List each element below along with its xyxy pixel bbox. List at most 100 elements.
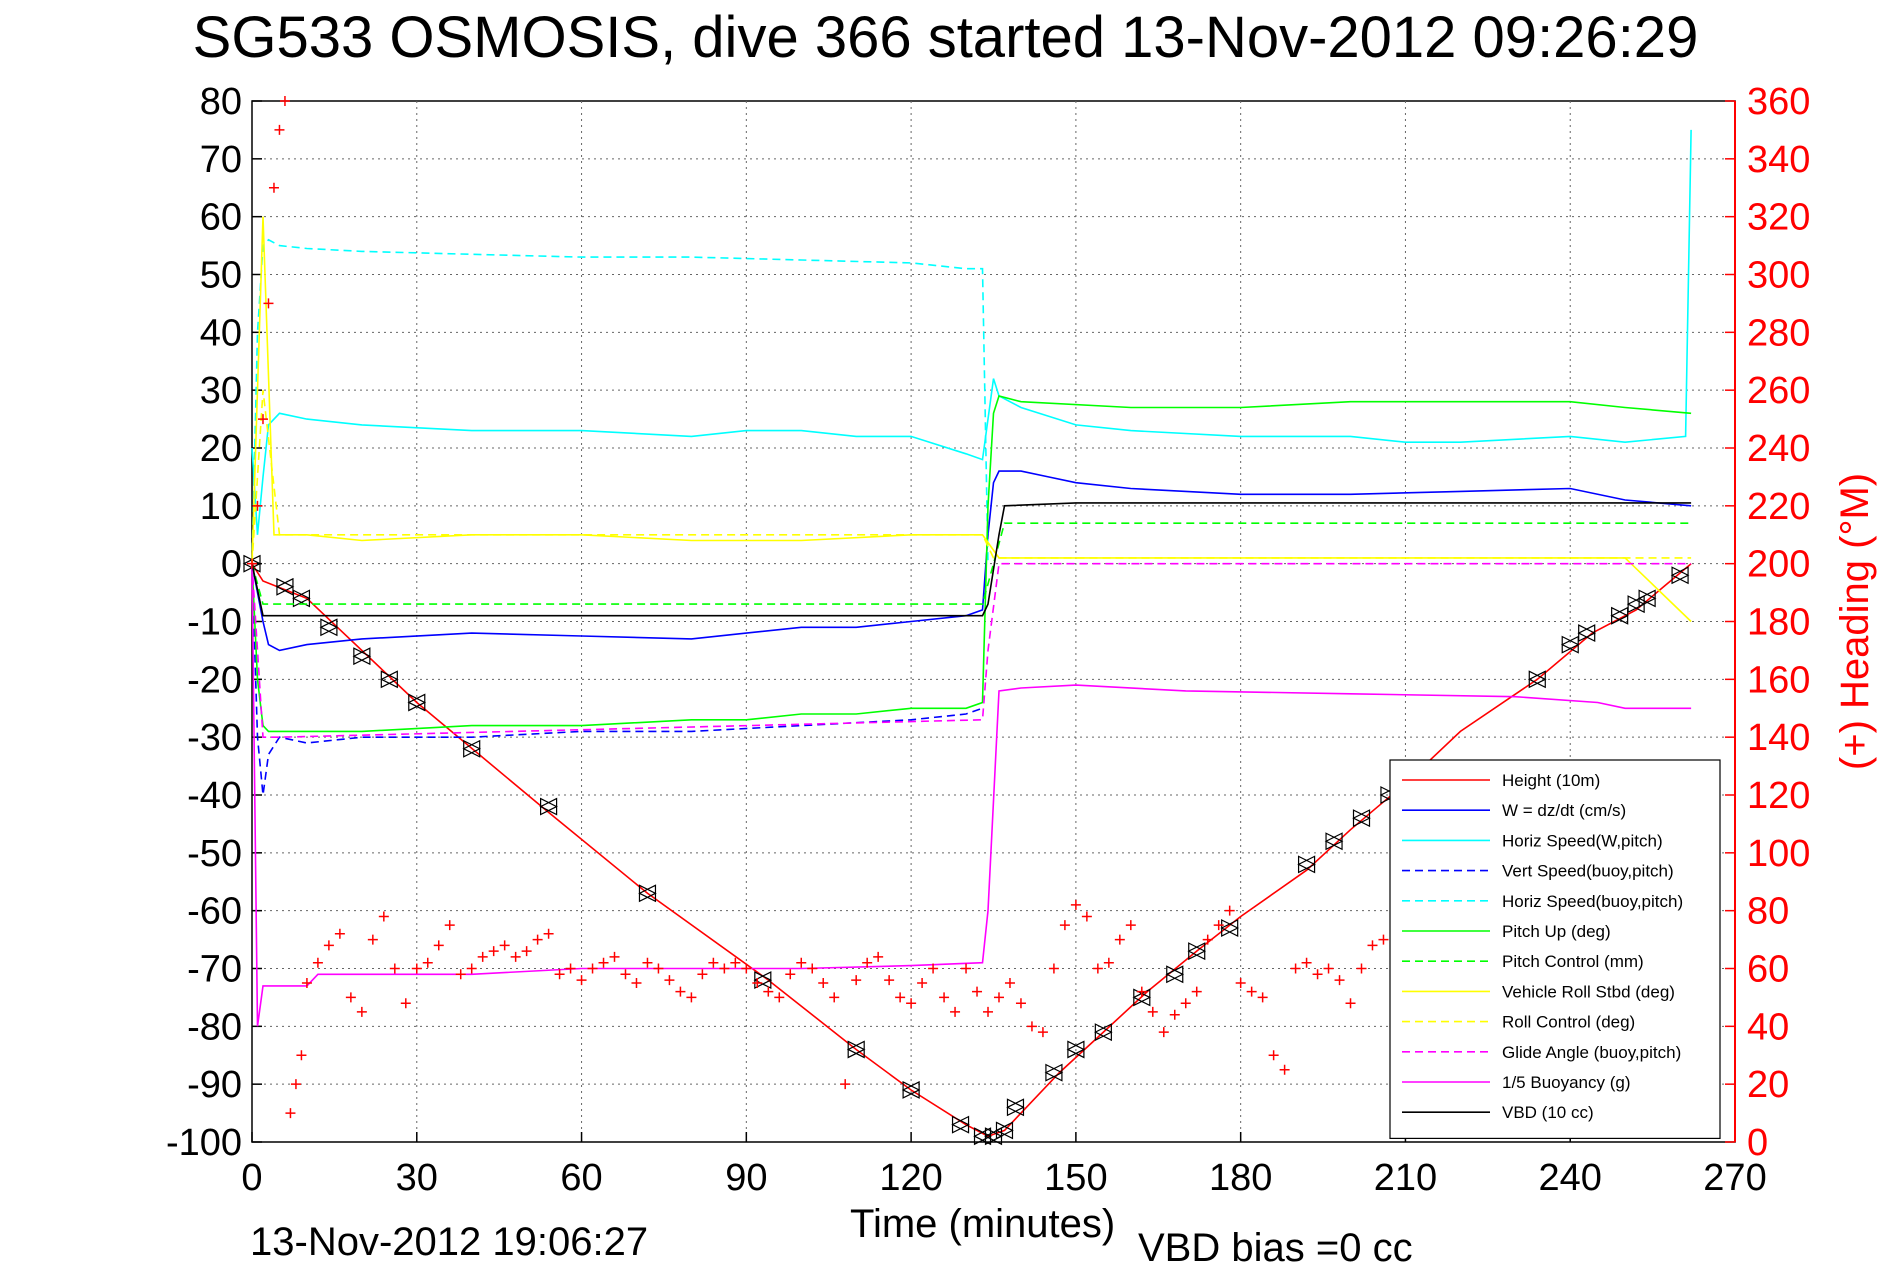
dive-end-time: 13-Nov-2012 19:06:27 bbox=[250, 1220, 649, 1264]
y-tick-label: -10 bbox=[187, 602, 242, 644]
heading-point bbox=[873, 951, 884, 962]
heading-point bbox=[993, 992, 1004, 1003]
y-right-axis-label: (+) Heading (°M) bbox=[1833, 473, 1877, 770]
x-tick-label: 30 bbox=[396, 1157, 438, 1199]
heading-point bbox=[906, 998, 917, 1009]
legend-label: Roll Control (deg) bbox=[1502, 1013, 1635, 1032]
y-right-tick-label: 360 bbox=[1747, 81, 1810, 123]
height-marker bbox=[901, 1080, 921, 1099]
series-line-7 bbox=[251, 522, 1692, 605]
heading-point bbox=[290, 1079, 301, 1090]
heading-point bbox=[1081, 911, 1092, 922]
heading-point bbox=[1158, 1027, 1169, 1038]
heading-point bbox=[367, 934, 378, 945]
height-marker bbox=[1165, 965, 1185, 984]
heading-point bbox=[741, 963, 752, 974]
heading-point bbox=[565, 963, 576, 974]
y-tick-label: 20 bbox=[200, 428, 242, 470]
heading-point bbox=[1301, 957, 1312, 968]
height-marker bbox=[1577, 624, 1597, 643]
heading-point bbox=[1059, 920, 1070, 931]
heading-point bbox=[1367, 940, 1378, 951]
series-line-6 bbox=[251, 395, 1692, 733]
heading-point bbox=[950, 1006, 961, 1017]
heading-point bbox=[620, 969, 631, 980]
y-tick-label: 40 bbox=[200, 312, 242, 354]
height-marker bbox=[275, 577, 295, 596]
heading-point bbox=[1015, 998, 1026, 1009]
y-tick-label: -60 bbox=[187, 891, 242, 933]
vbd-bias-label: VBD bias =0 cc bbox=[1138, 1226, 1413, 1270]
series-line-4 bbox=[251, 563, 983, 796]
y-right-tick-label: 20 bbox=[1747, 1064, 1789, 1106]
heading-point bbox=[247, 558, 257, 569]
heading-point bbox=[1070, 899, 1081, 910]
heading-point bbox=[1004, 977, 1015, 988]
y-right-tick-label: 220 bbox=[1747, 486, 1810, 528]
y-tick-label: 50 bbox=[200, 255, 242, 297]
height-marker bbox=[753, 971, 773, 990]
heading-point bbox=[477, 951, 488, 962]
height-marker bbox=[846, 1040, 866, 1059]
x-tick-label: 180 bbox=[1209, 1157, 1272, 1199]
legend-box bbox=[1389, 759, 1721, 1139]
heading-point bbox=[1136, 986, 1147, 997]
heading-point bbox=[1147, 1006, 1158, 1017]
y-right-tick-label: 260 bbox=[1747, 370, 1810, 412]
heading-point bbox=[1246, 986, 1257, 997]
heading-point bbox=[296, 1050, 307, 1061]
height-marker bbox=[1637, 589, 1657, 608]
legend-label: Horiz Speed(W,pitch) bbox=[1502, 831, 1663, 850]
height-marker bbox=[1297, 855, 1316, 874]
y-right-tick-label: 80 bbox=[1747, 891, 1789, 933]
heading-point bbox=[631, 977, 642, 988]
legend-label: W = dz/dt (cm/s) bbox=[1502, 801, 1626, 820]
heading-point bbox=[884, 975, 895, 986]
x-tick-label: 270 bbox=[1703, 1157, 1766, 1199]
heading-point bbox=[576, 975, 587, 986]
legend-label: 1/5 Buoyancy (g) bbox=[1502, 1073, 1631, 1092]
height-marker bbox=[995, 1121, 1014, 1140]
heading-point bbox=[939, 992, 950, 1003]
heading-point bbox=[444, 920, 455, 931]
heading-point bbox=[653, 963, 664, 974]
heading-point bbox=[301, 977, 312, 988]
legend-label: Pitch Control (mm) bbox=[1502, 952, 1644, 971]
y-tick-label: -20 bbox=[187, 659, 242, 701]
heading-point bbox=[488, 946, 499, 957]
heading-point bbox=[1345, 998, 1356, 1009]
y-tick-label: -100 bbox=[166, 1122, 242, 1164]
x-tick-label: 240 bbox=[1539, 1157, 1602, 1199]
heading-point bbox=[1103, 957, 1114, 968]
heading-point bbox=[400, 998, 411, 1009]
heading-point bbox=[697, 969, 708, 980]
heading-point bbox=[587, 963, 598, 974]
heading-point bbox=[411, 963, 422, 974]
heading-point bbox=[257, 414, 268, 425]
legend-label: Vert Speed(buoy,pitch) bbox=[1502, 862, 1674, 881]
heading-point bbox=[334, 928, 345, 939]
heading-point bbox=[1224, 905, 1235, 916]
legend-label: Glide Angle (buoy,pitch) bbox=[1502, 1043, 1681, 1062]
x-axis-label: Time (minutes) bbox=[850, 1202, 1116, 1246]
heading-point bbox=[961, 963, 972, 974]
height-marker bbox=[1187, 942, 1207, 961]
height-marker bbox=[1220, 919, 1240, 937]
heading-point bbox=[928, 963, 939, 974]
heading-point bbox=[796, 957, 807, 968]
heading-point bbox=[433, 940, 444, 951]
series-line-10 bbox=[251, 562, 1692, 739]
heading-point bbox=[675, 986, 686, 997]
x-tick-label: 0 bbox=[241, 1157, 262, 1199]
heading-point bbox=[763, 986, 774, 997]
y-right-tick-label: 240 bbox=[1747, 428, 1810, 470]
heading-point bbox=[323, 940, 334, 951]
heading-point bbox=[708, 957, 719, 968]
heading-point bbox=[466, 963, 477, 974]
y-tick-label: 60 bbox=[200, 197, 242, 239]
y-tick-label: 30 bbox=[200, 370, 242, 412]
y-tick-label: -80 bbox=[187, 1006, 242, 1048]
heading-point bbox=[345, 992, 356, 1003]
heading-point bbox=[917, 977, 928, 988]
